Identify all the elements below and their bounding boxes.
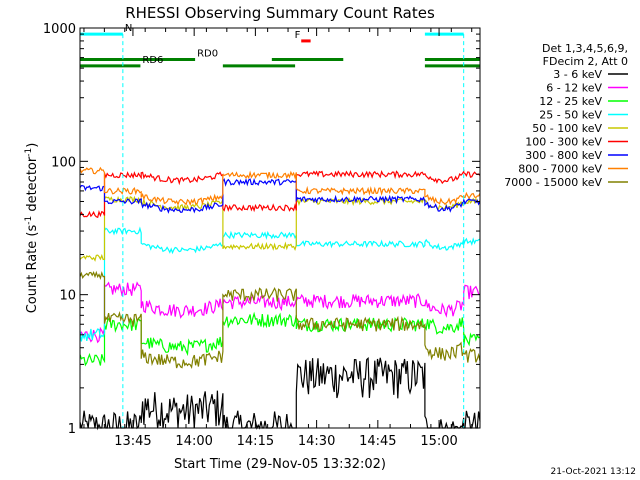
series-6: [79, 169, 481, 219]
legend-entry-label: 25 - 50 keV: [539, 109, 602, 122]
y-axis-label-part-1: Count Rate (s: [25, 225, 40, 314]
legend-entry-label: 100 - 300 keV: [525, 136, 602, 149]
y-axis-label-part-3: ): [25, 143, 40, 148]
plot-frame: [79, 27, 481, 429]
legend-entry-label: 12 - 25 keV: [539, 95, 602, 108]
series-line: [79, 177, 481, 214]
y-axis-label-sup-2: -1: [24, 148, 34, 157]
y-tick-label: 1000: [43, 22, 76, 37]
flag-bar-4: RD6: [80, 55, 480, 68]
legend-entry-label: 7000 - 15000 keV: [504, 176, 602, 189]
series-layer: [79, 166, 481, 431]
legend-header-line: FDecim 2, Att 0: [543, 55, 628, 68]
y-tick-label: 10: [59, 289, 76, 304]
x-tick-label: 13:45: [114, 434, 151, 449]
y-tick-label: 1: [68, 422, 76, 437]
flag-bar-2: F: [295, 30, 311, 43]
x-tick-label: 14:30: [298, 434, 335, 449]
flag-label: RD0: [197, 49, 218, 60]
series-line: [79, 166, 481, 207]
x-axis-label: Start Time (29-Nov-05 13:32:02): [174, 457, 386, 472]
flag-label: RD6: [142, 55, 163, 66]
series-line: [79, 226, 481, 342]
series-4: [79, 226, 481, 342]
legend-entry-label: 50 - 100 keV: [532, 122, 602, 135]
x-tick-label: 14:00: [175, 434, 212, 449]
legend-entry-label: 800 - 7000 keV: [518, 163, 602, 176]
series-1: [79, 357, 481, 431]
series-3: [79, 311, 481, 367]
series-line: [79, 270, 481, 370]
flag-label: N: [125, 23, 132, 34]
y-axis-label-sup-1: -1: [24, 216, 34, 225]
series-7: [79, 177, 481, 214]
series-8: [79, 166, 481, 207]
series-line: [79, 169, 481, 219]
flag-bar-3: RD0: [80, 49, 480, 62]
flag-bars-layer: N F RD0 RD6: [80, 23, 480, 428]
flag-label: F: [295, 30, 301, 41]
legend-entry-label: 300 - 800 keV: [525, 149, 602, 162]
x-tick-label: 14:15: [237, 434, 274, 449]
series-line: [79, 311, 481, 367]
y-tick-label: 100: [51, 155, 76, 170]
x-tick-label: 14:45: [359, 434, 396, 449]
date-stamp: 21-Oct-2021 13:12: [551, 467, 636, 477]
axes-layer: 1 10 100 1000 13:45 14:00 14:15 14:30 14:45 15:00: [43, 22, 481, 449]
legend-entry-label: 6 - 12 keV: [546, 82, 602, 95]
series-line: [79, 281, 481, 344]
legend-header-line: Det 1,3,4,5,6,9,: [542, 42, 628, 55]
x-tick-label: 15:00: [420, 434, 457, 449]
legend-entry-label: 3 - 6 keV: [553, 68, 602, 81]
chart-title: RHESSI Observing Summary Count Rates: [125, 4, 435, 22]
flag-bar-1: N: [80, 23, 464, 36]
series-9: [79, 270, 481, 370]
y-axis-label-part-2: detector: [25, 156, 40, 216]
legend: Det 1,3,4,5,6,9,FDecim 2, Att 03 - 6 keV…: [504, 42, 628, 189]
y-axis-label: Count Rate (s-1 detector-1): [24, 143, 40, 314]
series-2: [79, 281, 481, 344]
series-line: [79, 357, 481, 431]
